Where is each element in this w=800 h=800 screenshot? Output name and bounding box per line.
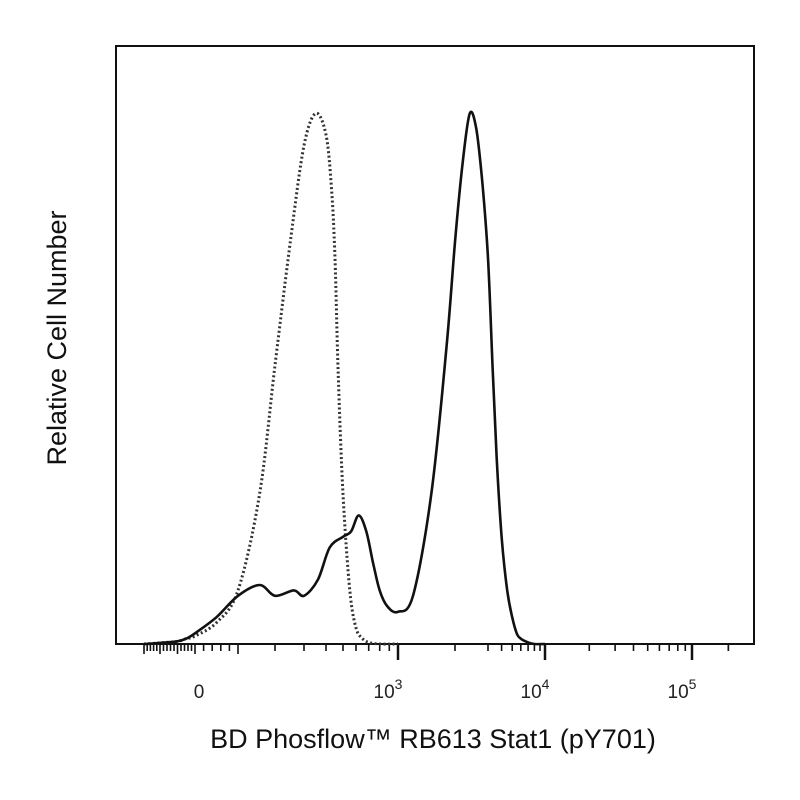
x-tick-label: 105 [668,676,697,703]
x-tick-label: 0 [194,682,205,703]
series-line-dotted [143,111,399,646]
x-tick-label: 103 [374,676,403,703]
x-axis-ticks [143,644,730,660]
x-axis-tick-labels: 0 103 104 105 [194,676,697,703]
y-axis-title: Relative Cell Number [42,210,72,465]
plot-frame [115,45,755,645]
series-line-solid [143,110,546,646]
series-group [143,110,546,646]
x-tick-label: 104 [521,676,550,703]
x-axis-title: BD Phosflow™ RB613 Stat1 (pY701) [210,724,656,754]
